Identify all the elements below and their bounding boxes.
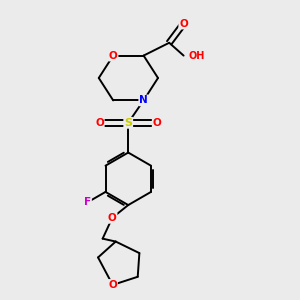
Text: O: O <box>108 213 117 223</box>
Text: F: F <box>84 197 91 207</box>
Text: OH: OH <box>188 51 205 61</box>
Text: O: O <box>179 19 188 28</box>
Text: S: S <box>124 118 132 128</box>
Text: N: N <box>139 95 148 105</box>
Text: O: O <box>95 118 104 128</box>
Text: O: O <box>109 51 118 61</box>
Text: O: O <box>108 280 117 290</box>
Text: O: O <box>153 118 161 128</box>
